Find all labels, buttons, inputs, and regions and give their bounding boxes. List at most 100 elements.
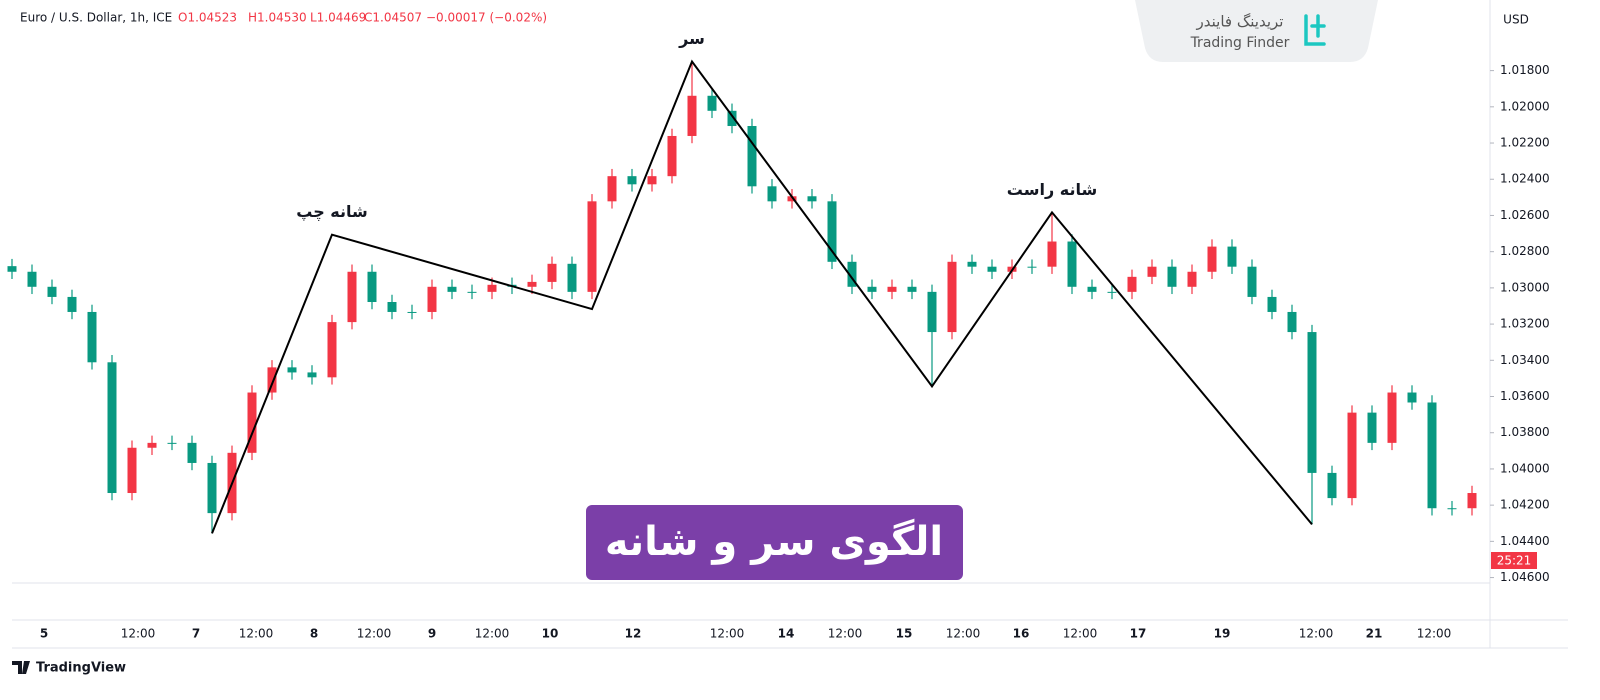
candle-body bbox=[267, 367, 277, 393]
candle bbox=[27, 264, 37, 295]
candle bbox=[367, 264, 377, 310]
y-tick-label: 1.01800 bbox=[1500, 63, 1550, 77]
candle-body bbox=[207, 462, 217, 514]
candle bbox=[1347, 405, 1357, 506]
x-tick-label: 15 bbox=[896, 627, 913, 641]
countdown: 25:21 bbox=[1497, 554, 1532, 568]
candle bbox=[47, 279, 57, 305]
candle-body bbox=[1047, 241, 1057, 267]
y-tick-label: 1.03000 bbox=[1500, 280, 1550, 294]
x-tick-label: 12:00 bbox=[475, 627, 510, 641]
candle-body bbox=[1147, 266, 1157, 277]
candle bbox=[547, 256, 557, 290]
candle bbox=[267, 360, 277, 400]
candle-body bbox=[587, 201, 597, 292]
currency: USD bbox=[1503, 13, 1529, 27]
candle-body bbox=[427, 286, 437, 312]
y-tick-label: 1.02200 bbox=[1500, 136, 1550, 150]
candle bbox=[1247, 259, 1257, 305]
candle bbox=[467, 284, 477, 300]
candle bbox=[1307, 324, 1317, 525]
x-tick-label: 12 bbox=[625, 627, 642, 641]
candle-body bbox=[67, 296, 77, 312]
candle-body bbox=[387, 302, 397, 312]
candle-body bbox=[167, 442, 177, 444]
candle bbox=[1167, 259, 1177, 295]
candle bbox=[767, 179, 777, 209]
candle bbox=[567, 256, 577, 300]
candle-body bbox=[1067, 241, 1077, 287]
y-tick-label: 1.02400 bbox=[1500, 172, 1550, 186]
candle-body bbox=[687, 95, 697, 136]
y-tick-label: 1.02800 bbox=[1500, 244, 1550, 258]
candle-body bbox=[967, 261, 977, 267]
candle bbox=[1027, 259, 1037, 274]
candle bbox=[1107, 284, 1117, 300]
ohlc-value: H1.04530 bbox=[248, 11, 307, 25]
candle-body bbox=[607, 176, 617, 202]
candle bbox=[1427, 395, 1437, 516]
candle-body bbox=[287, 367, 297, 373]
candle-body bbox=[447, 286, 457, 292]
y-tick-label: 1.03400 bbox=[1500, 353, 1550, 367]
brand-icon bbox=[1304, 14, 1326, 46]
candle-body bbox=[1327, 472, 1337, 499]
pattern-annotation: سر bbox=[678, 29, 705, 48]
candle-body bbox=[1027, 266, 1037, 268]
candle-body bbox=[1307, 332, 1317, 473]
candle bbox=[907, 279, 917, 300]
candle bbox=[627, 168, 637, 192]
y-tick-label: 1.02000 bbox=[1500, 99, 1550, 113]
candle-body bbox=[867, 286, 877, 292]
candle bbox=[387, 294, 397, 320]
x-tick-label: 5 bbox=[40, 627, 48, 641]
candle-body bbox=[567, 263, 577, 292]
x-tick-label: 16 bbox=[1013, 627, 1030, 641]
x-tick-label: 8 bbox=[310, 627, 318, 641]
x-tick-label: 12:00 bbox=[828, 627, 863, 641]
candle bbox=[187, 435, 197, 471]
symbol: Euro / U.S. Dollar, 1h, ICE bbox=[20, 11, 172, 25]
candle bbox=[707, 88, 717, 119]
candle bbox=[167, 435, 177, 451]
candle-body bbox=[927, 291, 937, 333]
candle-body bbox=[1447, 508, 1457, 510]
x-tick-label: 19 bbox=[1214, 627, 1231, 641]
candle bbox=[287, 360, 297, 380]
candle bbox=[307, 365, 317, 385]
candle-body bbox=[947, 261, 957, 333]
pattern-annotation: شانه چپ bbox=[296, 202, 368, 222]
candle bbox=[1407, 385, 1417, 410]
tv-logo bbox=[12, 661, 30, 674]
candle bbox=[347, 264, 357, 330]
candle bbox=[727, 103, 737, 134]
x-tick-label: 21 bbox=[1366, 627, 1383, 641]
candle-body bbox=[647, 176, 657, 185]
candle-body bbox=[1287, 311, 1297, 333]
candle-body bbox=[627, 176, 637, 185]
candle bbox=[1147, 259, 1157, 285]
y-tick-label: 1.03200 bbox=[1500, 317, 1550, 331]
candle-body bbox=[1347, 412, 1357, 499]
candle-body bbox=[367, 271, 377, 303]
candle-body bbox=[807, 196, 817, 202]
candle-body bbox=[1127, 276, 1137, 292]
candle-body bbox=[1387, 392, 1397, 443]
pattern-annotation: شانه راست bbox=[1007, 180, 1097, 199]
title-box bbox=[586, 505, 963, 580]
candle bbox=[887, 279, 897, 300]
candle-body bbox=[87, 311, 97, 363]
candle-body bbox=[1087, 286, 1097, 292]
candle-body bbox=[1407, 392, 1417, 403]
candle bbox=[1047, 212, 1057, 274]
pattern-line bbox=[211, 59, 1313, 534]
candle bbox=[107, 355, 117, 501]
x-tick-label: 12:00 bbox=[946, 627, 981, 641]
candle-body bbox=[1107, 291, 1117, 293]
candle bbox=[1187, 264, 1197, 295]
candle bbox=[1467, 485, 1477, 516]
candle-body bbox=[1167, 266, 1177, 287]
candle-body bbox=[467, 291, 477, 293]
candle bbox=[827, 194, 837, 270]
